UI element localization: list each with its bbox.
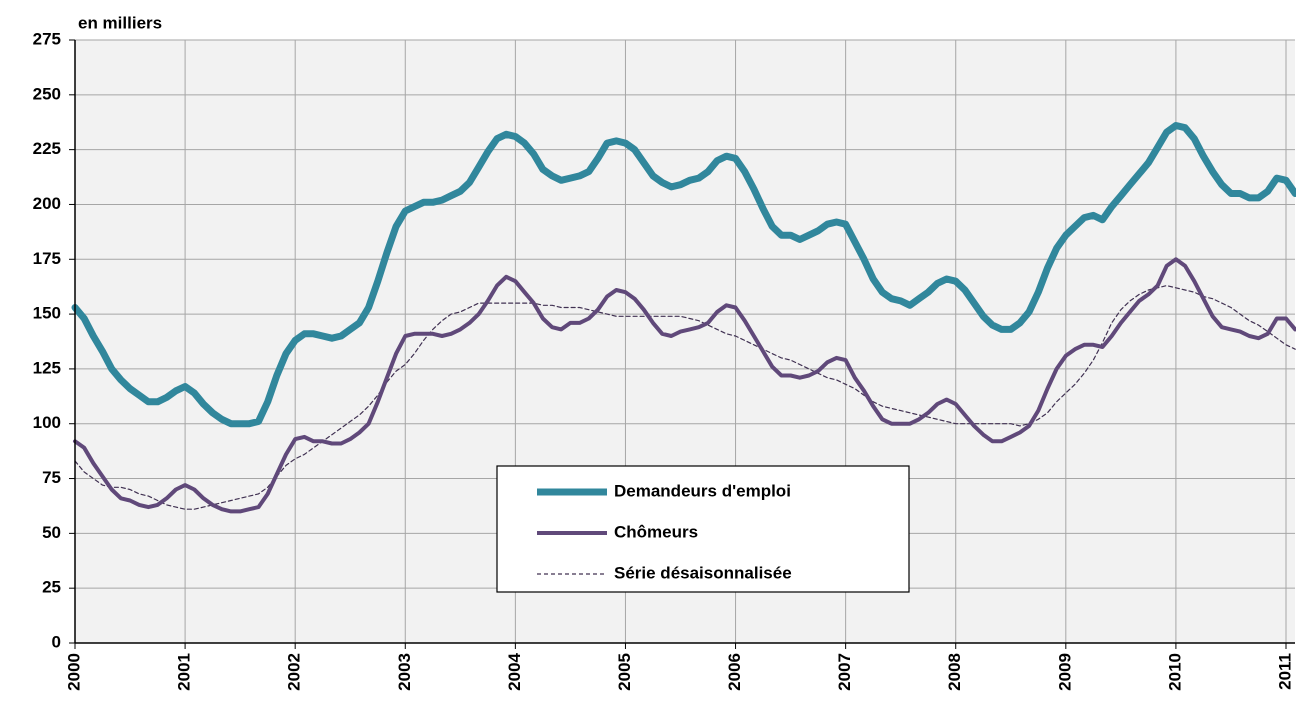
x-tick-label: 2008 [945, 653, 964, 691]
y-tick-label: 225 [33, 139, 61, 158]
legend-box [496, 465, 910, 593]
y-tick-label: 25 [42, 578, 61, 597]
x-tick-label: 2009 [1055, 653, 1074, 691]
x-tick-label: 2003 [395, 653, 414, 691]
y-tick-label: 150 [33, 304, 61, 323]
x-tick-label: 2010 [1165, 653, 1184, 691]
legend-label: Série désaisonnalisée [614, 563, 792, 582]
x-tick-label: 2000 [64, 653, 83, 691]
y-tick-label: 125 [33, 358, 61, 377]
x-tick-label: 2001 [175, 653, 194, 691]
x-tick-label: 2011 [1275, 653, 1294, 690]
y-tick-label: 275 [33, 29, 61, 48]
legend-label: Demandeurs d'emploi [614, 481, 791, 500]
x-tick-label: 2007 [835, 653, 854, 691]
y-tick-label: 250 [33, 84, 61, 103]
series-line [71, 122, 1296, 428]
y-tick-label: 75 [42, 468, 61, 487]
y-tick-label: 200 [33, 194, 61, 213]
x-tick-label: 2006 [725, 653, 744, 691]
y-axis-label: en milliers [78, 13, 162, 32]
y-tick-label: 100 [33, 413, 61, 432]
y-tick-label: 50 [42, 523, 61, 542]
lines [71, 122, 1296, 514]
series-line [73, 257, 1296, 514]
x-tick-label: 2005 [615, 653, 634, 691]
x-tick-label: 2002 [285, 653, 304, 691]
legend: Demandeurs d'emploi Chômeurs Série désaiso… [496, 465, 910, 593]
x-tick-label: 2004 [505, 652, 524, 690]
y-tick-label: 175 [33, 249, 61, 268]
legend-label: Chômeurs [614, 522, 698, 541]
y-tick-label: 0 [52, 632, 61, 651]
